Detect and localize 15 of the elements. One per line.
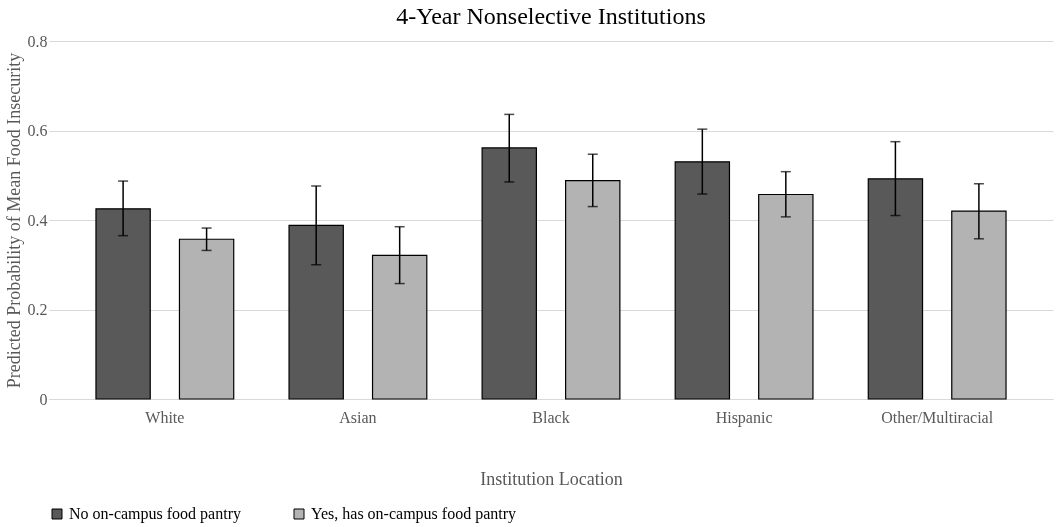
legend-label: No on-campus food pantry [69,505,241,523]
y-axis-title: Predicted Probability of Mean Food Insecurity [3,52,24,389]
y-tick-label: 0.2 [27,301,48,318]
x-tick-label: Other/Multiracial [881,408,994,426]
x-tick-label: Hispanic [715,408,773,427]
legend-label: Yes, has on-campus food pantry [311,505,517,523]
y-tick-label: 0.4 [27,211,48,229]
x-tick-label: Asian [339,408,377,426]
x-tick-label: Black [532,408,570,426]
x-axis-title: Institution Location [480,468,623,489]
chart-title: 4-Year Nonselective Institutions [396,3,706,29]
y-tick-label: 0.8 [27,32,48,50]
y-tick-label: 0.6 [27,122,48,139]
y-tick-label: 0 [39,390,48,408]
x-tick-label: White [145,408,185,426]
